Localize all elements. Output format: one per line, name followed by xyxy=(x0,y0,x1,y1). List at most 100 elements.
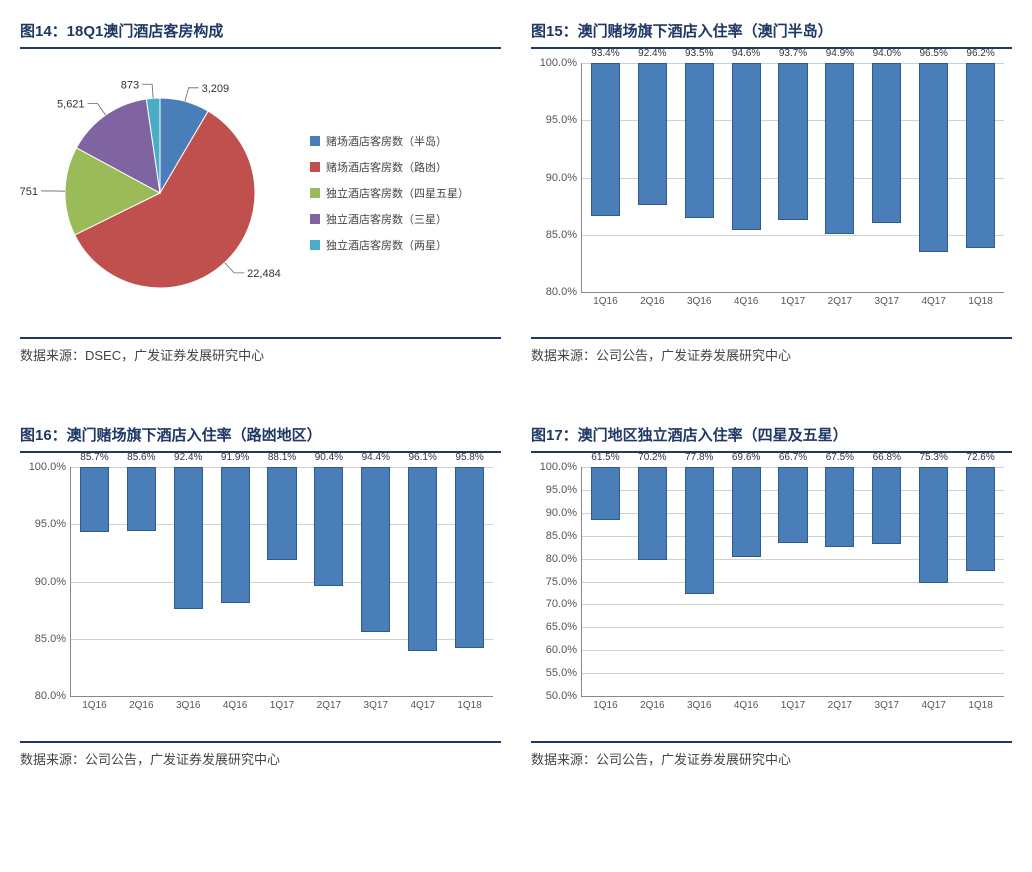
fig14-pie-svg: 3,20922,4845,7515,621873 xyxy=(20,63,300,323)
bar-value-label: 85.7% xyxy=(80,452,108,463)
legend-swatch xyxy=(310,162,320,172)
bar-slot: 94.0%3Q17 xyxy=(863,63,910,292)
bar-slot: 66.7%1Q17 xyxy=(770,467,817,696)
legend-label: 独立酒店客房数（四星五星） xyxy=(326,185,469,201)
fig17-title: 图17：澳门地区独立酒店入住率（四星及五星） xyxy=(531,424,1012,453)
pie-leader-line xyxy=(185,88,199,102)
bars-row: 93.4%1Q1692.4%2Q1693.5%3Q1694.6%4Q1693.7… xyxy=(582,63,1004,292)
x-tick-label: 4Q16 xyxy=(723,296,770,307)
bar: 70.2% xyxy=(638,467,667,560)
bar-value-label: 91.9% xyxy=(221,452,249,463)
bar-value-label: 92.4% xyxy=(174,452,202,463)
y-tick-label: 90.0% xyxy=(532,507,577,519)
legend-swatch xyxy=(310,214,320,224)
fig14-legend: 赌场酒店客房数（半岛）赌场酒店客房数（路凼）独立酒店客房数（四星五星）独立酒店客… xyxy=(310,123,501,263)
pie-data-label: 5,621 xyxy=(57,99,85,111)
y-tick-label: 80.0% xyxy=(532,553,577,565)
bar-value-label: 66.7% xyxy=(779,452,807,463)
bar-value-label: 70.2% xyxy=(638,452,666,463)
bar-slot: 70.2%2Q16 xyxy=(629,467,676,696)
bars-row: 61.5%1Q1670.2%2Q1677.8%3Q1669.6%4Q1666.7… xyxy=(582,467,1004,696)
bar: 67.5% xyxy=(825,467,854,547)
bar-slot: 77.8%3Q16 xyxy=(676,467,723,696)
bar: 72.6% xyxy=(966,467,995,571)
bar-value-label: 75.3% xyxy=(919,452,947,463)
legend-swatch xyxy=(310,188,320,198)
fig14-source: 数据来源：DSEC，广发证券发展研究中心 xyxy=(20,337,501,364)
fig14-pie-wrap: 3,20922,4845,7515,621873 赌场酒店客房数（半岛）赌场酒店… xyxy=(20,63,501,323)
x-tick-label: 1Q17 xyxy=(770,296,817,307)
bar-value-label: 94.4% xyxy=(362,452,390,463)
bar-value-label: 61.5% xyxy=(591,452,619,463)
bar-value-label: 93.4% xyxy=(591,48,619,59)
legend-item: 独立酒店客房数（三星） xyxy=(310,211,501,227)
legend-label: 赌场酒店客房数（半岛） xyxy=(326,133,447,149)
x-tick-label: 2Q17 xyxy=(816,296,863,307)
bar: 96.1% xyxy=(408,467,437,651)
bar: 93.4% xyxy=(591,63,620,216)
bar-slot: 96.1%4Q17 xyxy=(399,467,446,696)
x-tick-label: 3Q17 xyxy=(863,700,910,711)
bar: 75.3% xyxy=(919,467,948,583)
y-tick-label: 100.0% xyxy=(532,461,577,473)
bar: 88.1% xyxy=(267,467,296,560)
bar-value-label: 96.5% xyxy=(919,48,947,59)
fig15-source: 数据来源：公司公告，广发证券发展研究中心 xyxy=(531,337,1012,364)
y-tick-label: 70.0% xyxy=(532,598,577,610)
fig17-chart-area: 50.0%55.0%60.0%65.0%70.0%75.0%80.0%85.0%… xyxy=(531,467,1012,727)
bar-value-label: 77.8% xyxy=(685,452,713,463)
bar: 85.6% xyxy=(127,467,156,531)
bar: 91.9% xyxy=(221,467,250,603)
legend-item: 赌场酒店客房数（半岛） xyxy=(310,133,501,149)
x-tick-label: 3Q17 xyxy=(863,296,910,307)
y-tick-label: 80.0% xyxy=(532,286,577,298)
y-tick-label: 55.0% xyxy=(532,667,577,679)
bar-value-label: 72.6% xyxy=(966,452,994,463)
x-tick-label: 2Q17 xyxy=(305,700,352,711)
bar-value-label: 93.5% xyxy=(685,48,713,59)
pie-data-label: 22,484 xyxy=(247,268,281,280)
bar-value-label: 95.8% xyxy=(455,452,483,463)
y-tick-label: 95.0% xyxy=(532,484,577,496)
bar-slot: 85.6%2Q16 xyxy=(118,467,165,696)
pie-leader-line xyxy=(88,104,106,115)
x-tick-label: 3Q16 xyxy=(676,700,723,711)
bar-value-label: 67.5% xyxy=(826,452,854,463)
legend-swatch xyxy=(310,136,320,146)
bar-slot: 61.5%1Q16 xyxy=(582,467,629,696)
bar: 94.9% xyxy=(825,63,854,234)
bar: 90.4% xyxy=(314,467,343,586)
bar: 66.7% xyxy=(778,467,807,543)
x-tick-label: 1Q18 xyxy=(957,700,1004,711)
panel-fig16: 图16：澳门赌场旗下酒店入住率（路凼地区） 80.0%85.0%90.0%95.… xyxy=(20,424,501,768)
y-tick-label: 50.0% xyxy=(532,690,577,702)
bar-slot: 88.1%1Q17 xyxy=(259,467,306,696)
x-tick-label: 3Q17 xyxy=(352,700,399,711)
bar-slot: 93.7%1Q17 xyxy=(770,63,817,292)
bar-slot: 96.2%1Q18 xyxy=(957,63,1004,292)
x-tick-label: 2Q16 xyxy=(118,700,165,711)
fig16-title: 图16：澳门赌场旗下酒店入住率（路凼地区） xyxy=(20,424,501,453)
legend-swatch xyxy=(310,240,320,250)
bar-slot: 92.4%3Q16 xyxy=(165,467,212,696)
bar-slot: 90.4%2Q17 xyxy=(305,467,352,696)
y-tick-label: 75.0% xyxy=(532,576,577,588)
bar: 69.6% xyxy=(732,467,761,557)
x-tick-label: 1Q17 xyxy=(770,700,817,711)
legend-item: 独立酒店客房数（两星） xyxy=(310,237,501,253)
bar-slot: 95.8%1Q18 xyxy=(446,467,493,696)
fig17-source: 数据来源：公司公告，广发证券发展研究中心 xyxy=(531,741,1012,768)
bar: 94.0% xyxy=(872,63,901,223)
y-tick-label: 60.0% xyxy=(532,644,577,656)
bar-slot: 69.6%4Q16 xyxy=(723,467,770,696)
bar-slot: 93.5%3Q16 xyxy=(676,63,723,292)
bar: 93.7% xyxy=(778,63,807,220)
x-tick-label: 4Q16 xyxy=(723,700,770,711)
y-tick-label: 90.0% xyxy=(532,172,577,184)
bar: 93.5% xyxy=(685,63,714,218)
bar-slot: 72.6%1Q18 xyxy=(957,467,1004,696)
bar-slot: 94.9%2Q17 xyxy=(816,63,863,292)
bar-slot: 85.7%1Q16 xyxy=(71,467,118,696)
bar-value-label: 93.7% xyxy=(779,48,807,59)
y-tick-label: 80.0% xyxy=(21,690,66,702)
